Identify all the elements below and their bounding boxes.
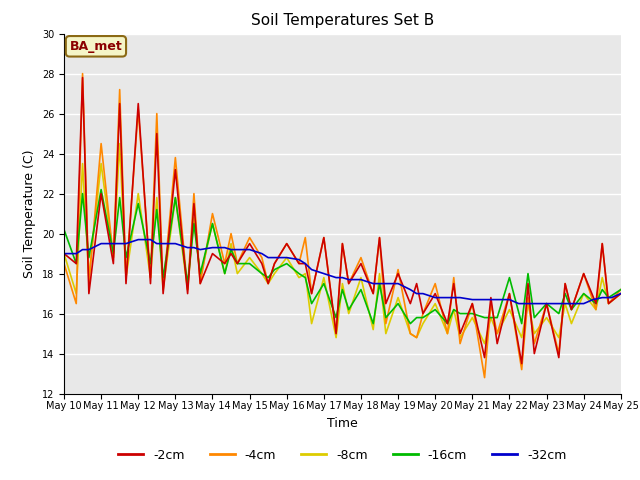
Title: Soil Temperatures Set B: Soil Temperatures Set B [251, 13, 434, 28]
Text: BA_met: BA_met [70, 40, 122, 53]
X-axis label: Time: Time [327, 417, 358, 430]
Y-axis label: Soil Temperature (C): Soil Temperature (C) [23, 149, 36, 278]
Legend: -2cm, -4cm, -8cm, -16cm, -32cm: -2cm, -4cm, -8cm, -16cm, -32cm [113, 444, 572, 467]
